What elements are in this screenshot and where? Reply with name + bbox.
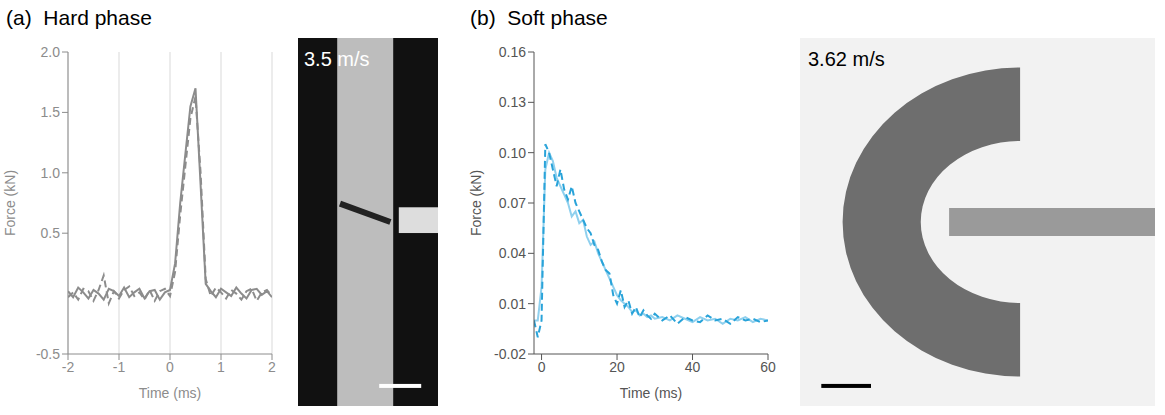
svg-text:Time (ms): Time (ms)	[620, 385, 682, 401]
svg-text:Time (ms): Time (ms)	[139, 385, 201, 401]
svg-text:2.0: 2.0	[41, 44, 61, 60]
svg-text:1.0: 1.0	[41, 165, 61, 181]
svg-text:1: 1	[217, 359, 225, 375]
svg-text:0.5: 0.5	[41, 225, 61, 241]
svg-text:2: 2	[268, 359, 276, 375]
svg-text:Force (kN): Force (kN)	[2, 170, 18, 236]
svg-text:1.5: 1.5	[41, 104, 61, 120]
svg-text:3.5 m/s: 3.5 m/s	[304, 48, 370, 70]
svg-text:0.01: 0.01	[499, 296, 526, 312]
svg-text:-0.5: -0.5	[36, 346, 60, 362]
html-text:(b): (b)	[470, 6, 496, 29]
svg-text:Force (kN): Force (kN)	[468, 170, 484, 236]
svg-text:0.16: 0.16	[499, 44, 526, 60]
html-text:Soft phase: Soft phase	[507, 6, 608, 29]
html-text:Hard phase: Hard phase	[43, 6, 152, 29]
svg-text:60: 60	[760, 359, 776, 375]
html-text:(a): (a)	[6, 6, 32, 29]
svg-text:-0.02: -0.02	[494, 346, 526, 362]
svg-text:40: 40	[685, 359, 701, 375]
svg-text:0.10: 0.10	[499, 145, 526, 161]
svg-text:0: 0	[538, 359, 546, 375]
svg-text:0.04: 0.04	[499, 245, 526, 261]
svg-text:0.07: 0.07	[499, 195, 526, 211]
svg-text:-1: -1	[113, 359, 126, 375]
svg-text:3.62 m/s: 3.62 m/s	[808, 48, 885, 70]
svg-text:0: 0	[166, 359, 174, 375]
svg-text:0.13: 0.13	[499, 94, 526, 110]
svg-text:-2: -2	[62, 359, 75, 375]
svg-text:20: 20	[609, 359, 625, 375]
